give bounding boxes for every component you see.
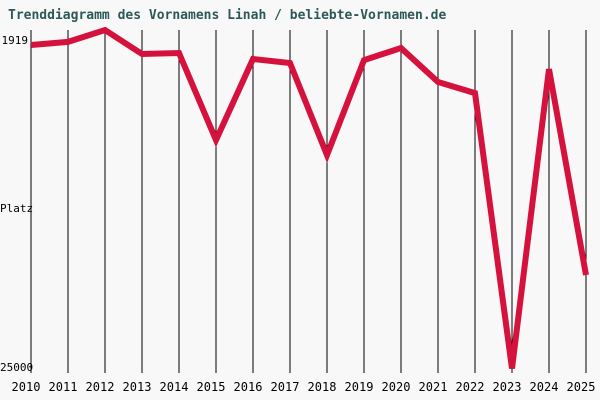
- x-axis-labels: 2010 2011 2012 2013 2014 2015 2016 2017 2018 2019…: [12, 380, 596, 394]
- chart-title: Trenddiagramm des Vornamens Linah / beli…: [8, 8, 447, 23]
- x-axis-label: 2012: [86, 380, 115, 394]
- trend-line: [30, 26, 589, 369]
- x-axis-label: 2013: [123, 380, 152, 394]
- x-axis-label: 2020: [382, 380, 411, 394]
- x-axis-label: 2011: [49, 380, 78, 394]
- x-axis-label: 2018: [308, 380, 337, 394]
- x-axis-label: 2014: [160, 380, 189, 394]
- x-axis-label: 2025: [567, 380, 596, 394]
- x-axis-label: 2021: [419, 380, 448, 394]
- x-axis-label: 2019: [345, 380, 374, 394]
- x-axis-label: 2023: [493, 380, 522, 394]
- x-axis-label: 2016: [234, 380, 263, 394]
- y-axis-title: Platz: [0, 202, 34, 215]
- x-axis-label: 2024: [530, 380, 559, 394]
- x-axis-label: 2010: [12, 380, 41, 394]
- y-axis-tick-top: 1919: [1, 34, 29, 47]
- x-axis-label: 2015: [197, 380, 226, 394]
- x-axis-label: 2017: [271, 380, 300, 394]
- year-gridlines: [30, 30, 587, 373]
- y-axis-tick-bottom: 25000: [0, 361, 34, 374]
- x-axis-label: 2022: [456, 380, 485, 394]
